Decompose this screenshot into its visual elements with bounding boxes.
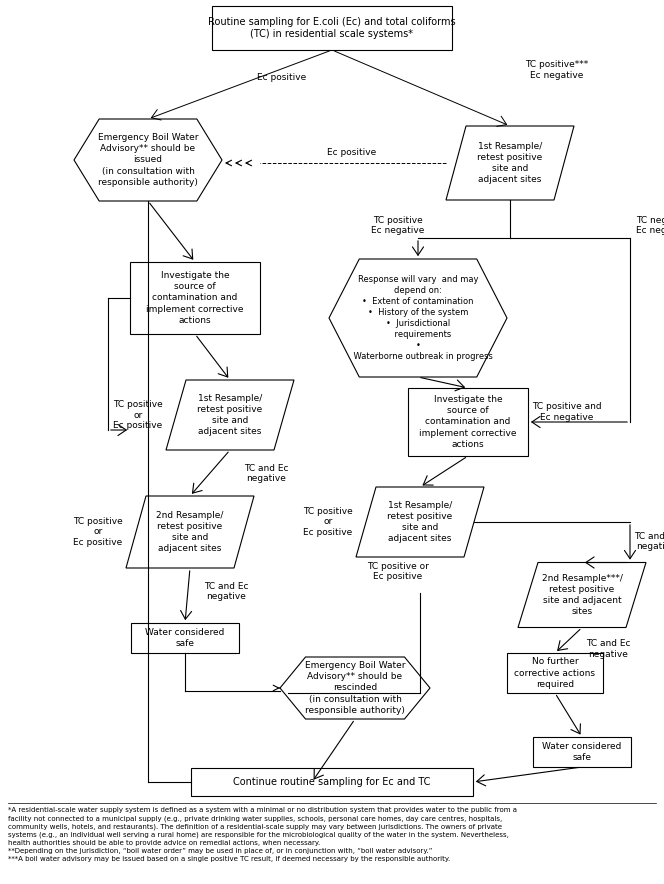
Text: Emergency Boil Water
Advisory** should be
issued
(in consultation with
responsib: Emergency Boil Water Advisory** should b…	[98, 133, 199, 187]
Text: TC and Ec
negative: TC and Ec negative	[244, 464, 288, 484]
Text: TC positive***
Ec negative: TC positive*** Ec negative	[525, 60, 588, 80]
Text: TC positive
or
Ec positive: TC positive or Ec positive	[303, 507, 353, 537]
FancyBboxPatch shape	[408, 388, 528, 456]
Text: 1st Resample/
retest positive
site and
adjacent sites: 1st Resample/ retest positive site and a…	[387, 501, 453, 543]
Polygon shape	[126, 496, 254, 568]
Text: TC and Ec
negative: TC and Ec negative	[586, 639, 631, 659]
Polygon shape	[280, 657, 430, 719]
FancyBboxPatch shape	[533, 737, 631, 767]
Text: *A residential-scale water supply system is defined as a system with a minimal o: *A residential-scale water supply system…	[8, 807, 517, 863]
Text: Investigate the
source of
contamination and
implement corrective
actions: Investigate the source of contamination …	[146, 271, 244, 324]
Text: No further
corrective actions
required: No further corrective actions required	[515, 658, 596, 689]
Text: TC positive or
Ec positive: TC positive or Ec positive	[367, 562, 429, 582]
Text: Water considered
safe: Water considered safe	[542, 742, 622, 762]
Text: Ec positive: Ec positive	[257, 73, 306, 82]
Text: Emergency Boil Water
Advisory** should be
rescinded
(in consultation with
respon: Emergency Boil Water Advisory** should b…	[305, 661, 405, 714]
FancyBboxPatch shape	[212, 6, 452, 50]
Polygon shape	[74, 119, 222, 201]
Text: Ec positive: Ec positive	[327, 148, 376, 157]
Text: Water considered
safe: Water considered safe	[145, 628, 224, 648]
Text: 2nd Resample***/
retest positive
site and adjacent
sites: 2nd Resample***/ retest positive site an…	[542, 574, 622, 616]
Text: Response will vary  and may
depend on:
•  Extent of contamination
•  History of : Response will vary and may depend on: • …	[343, 275, 493, 362]
FancyBboxPatch shape	[131, 623, 239, 653]
Text: 2nd Resample/
retest positive
site and
adjacent sites: 2nd Resample/ retest positive site and a…	[156, 511, 224, 553]
Text: Routine sampling for E.coli (Ec) and total coliforms
(TC) in residential scale s: Routine sampling for E.coli (Ec) and tot…	[208, 17, 456, 39]
Polygon shape	[329, 259, 507, 377]
Text: TC positive
or
Ec positive: TC positive or Ec positive	[113, 400, 163, 430]
Polygon shape	[446, 126, 574, 200]
Polygon shape	[356, 487, 484, 557]
FancyBboxPatch shape	[507, 653, 603, 693]
Text: 1st Resample/
retest positive
site and
adjacent sites: 1st Resample/ retest positive site and a…	[197, 394, 263, 436]
Polygon shape	[166, 380, 294, 450]
Text: TC positive
or
Ec positive: TC positive or Ec positive	[73, 517, 123, 547]
Text: TC positive and
Ec negative: TC positive and Ec negative	[532, 402, 602, 422]
Text: 1st Resample/
retest positive
site and
adjacent sites: 1st Resample/ retest positive site and a…	[477, 141, 542, 184]
Text: TC and Ec
negative: TC and Ec negative	[634, 532, 664, 552]
Text: Continue routine sampling for Ec and TC: Continue routine sampling for Ec and TC	[233, 777, 431, 787]
FancyBboxPatch shape	[130, 262, 260, 334]
Polygon shape	[518, 562, 646, 628]
FancyBboxPatch shape	[191, 768, 473, 796]
Text: Investigate the
source of
contamination and
implement corrective
actions: Investigate the source of contamination …	[419, 395, 517, 449]
Text: TC negative
Ec negative: TC negative Ec negative	[636, 216, 664, 235]
Text: TC and Ec
negative: TC and Ec negative	[204, 582, 248, 601]
Text: TC positive
Ec negative: TC positive Ec negative	[371, 216, 425, 235]
